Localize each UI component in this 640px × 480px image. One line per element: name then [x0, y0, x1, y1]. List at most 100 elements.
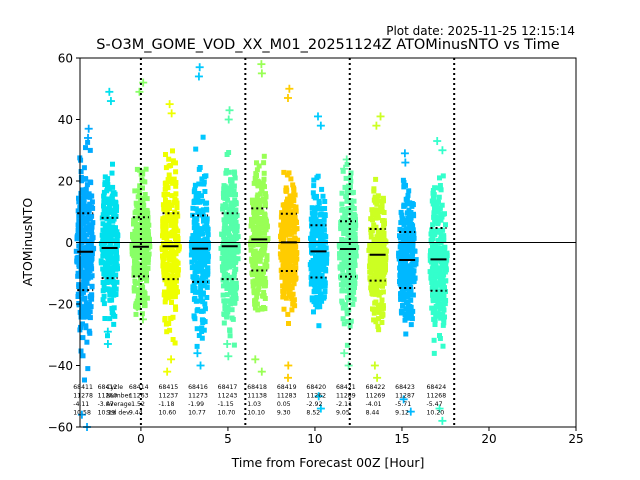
- scatter-point: [161, 202, 167, 208]
- scatter-point: [110, 224, 115, 230]
- scatter-point: [198, 298, 204, 304]
- scatter-point: [79, 206, 85, 212]
- bin-annotation-68411: 68411: [73, 384, 93, 391]
- scatter-point: [101, 212, 107, 218]
- scatter-point: [227, 219, 233, 225]
- scatter-point: [173, 251, 179, 257]
- scatter-point: [194, 223, 200, 228]
- scatter-point: [320, 193, 326, 199]
- scatter-point: [283, 185, 289, 191]
- scatter-point: [289, 294, 294, 300]
- scatter-point: [343, 245, 349, 251]
- scatter-point: [110, 279, 116, 285]
- scatter-point: [164, 277, 170, 283]
- scatter-point: [315, 247, 321, 253]
- scatter-point: [436, 267, 442, 273]
- scatter-point: [220, 191, 226, 196]
- scatter-point: [436, 194, 442, 200]
- outlier-marker: [224, 115, 233, 124]
- scatter-point: [136, 188, 142, 194]
- scatter-point: [408, 215, 414, 221]
- scatter-point: [142, 265, 148, 271]
- scatter-point: [283, 277, 289, 283]
- scatter-point: [83, 176, 88, 182]
- bin-annotation-68415: 11237: [158, 393, 178, 400]
- scatter-point: [166, 285, 172, 291]
- scatter-point: [250, 242, 256, 248]
- scatter-point: [173, 160, 178, 166]
- scatter-point: [433, 297, 439, 303]
- x-tick-label: 25: [568, 432, 583, 446]
- scatter-point: [382, 238, 388, 244]
- scatter-point: [167, 212, 172, 217]
- scatter-point: [231, 169, 237, 175]
- scatter-point: [437, 302, 443, 308]
- scatter-point: [316, 232, 321, 238]
- scatter-point: [404, 275, 410, 281]
- scatter-point: [109, 297, 115, 303]
- scatter-point: [169, 283, 175, 289]
- scatter-point: [202, 306, 208, 312]
- scatter-point: [265, 237, 270, 243]
- scatter-point: [293, 260, 299, 266]
- scatter-point: [250, 272, 256, 278]
- scatter-point: [323, 245, 329, 251]
- outlier-marker: [135, 87, 144, 96]
- scatter-point: [430, 296, 436, 302]
- scatter-point: [283, 265, 289, 271]
- scatter-point: [107, 276, 113, 282]
- scatter-point: [320, 267, 326, 273]
- scatter-point: [263, 191, 268, 197]
- scatter-point: [374, 275, 380, 281]
- scatter-point: [104, 264, 110, 270]
- scatter-point: [404, 300, 410, 305]
- scatter-point: [311, 274, 317, 280]
- y-tick-label: 40: [58, 113, 73, 127]
- scatter-point: [100, 243, 106, 249]
- scatter-point: [133, 208, 139, 214]
- scatter-point: [141, 276, 146, 281]
- scatter-point: [290, 291, 296, 297]
- scatter-point: [310, 219, 316, 224]
- scatter-point: [410, 308, 416, 314]
- scatter-point: [381, 260, 387, 266]
- scatter-point: [312, 283, 318, 289]
- scatter-point: [339, 261, 345, 267]
- scatter-point: [89, 235, 95, 241]
- bin-annotation-68420: 11262: [306, 393, 326, 400]
- scatter-point: [343, 210, 348, 216]
- scatter-point: [199, 281, 205, 287]
- scatter-point: [109, 195, 115, 201]
- scatter-point: [233, 219, 239, 225]
- scatter-point: [313, 289, 319, 295]
- scatter-point: [408, 304, 414, 310]
- bin-annotation-68414: 11263: [129, 393, 149, 400]
- scatter-point: [175, 260, 181, 266]
- scatter-point: [224, 196, 230, 201]
- scatter-point: [250, 204, 256, 210]
- scatter-point: [233, 192, 238, 198]
- scatter-point: [225, 212, 231, 218]
- scatter-point: [375, 283, 381, 289]
- scatter-point: [321, 244, 326, 250]
- scatter-point: [438, 315, 444, 321]
- scatter-point: [437, 206, 443, 212]
- scatter-point: [311, 240, 317, 246]
- outlier-marker: [376, 112, 385, 121]
- scatter-point: [282, 205, 288, 211]
- scatter-point: [401, 292, 406, 298]
- scatter-point: [293, 256, 299, 262]
- scatter-point: [441, 238, 447, 244]
- scatter-point: [101, 284, 107, 290]
- scatter-point: [434, 219, 440, 225]
- scatter-point: [76, 282, 82, 288]
- scatter-point: [280, 294, 286, 300]
- scatter-point: [133, 225, 139, 231]
- scatter-point: [81, 314, 87, 320]
- scatter-point: [292, 209, 298, 215]
- scatter-point: [138, 209, 144, 215]
- scatter-point: [412, 248, 418, 254]
- scatter-point: [281, 306, 287, 312]
- bin-annotation-68418: 68418: [247, 384, 267, 391]
- scatter-point: [113, 272, 119, 278]
